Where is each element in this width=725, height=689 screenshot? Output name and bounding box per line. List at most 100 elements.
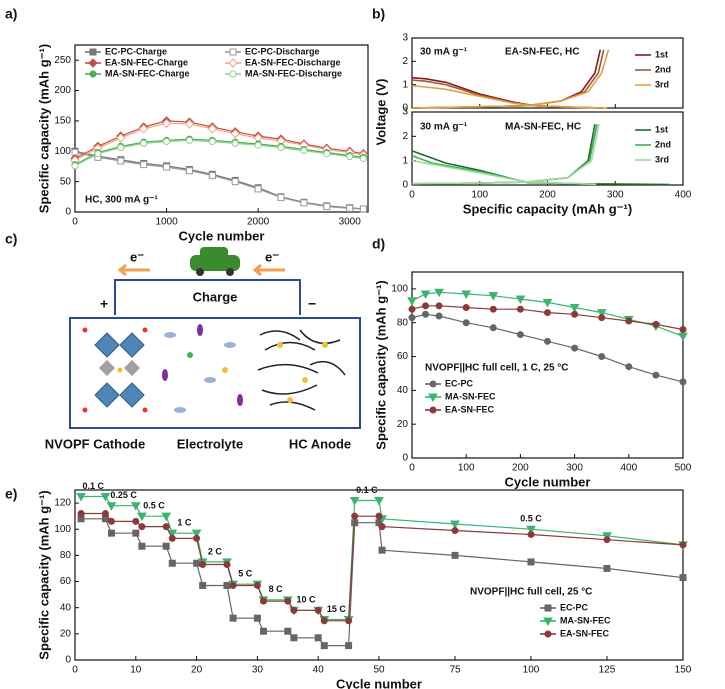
x-tick-label: 0 [72,217,78,228]
marker [603,536,611,544]
x-tick-label: 150 [675,665,692,676]
marker [140,139,148,147]
wheel [196,268,204,276]
marker [193,534,201,542]
series-line [74,151,364,210]
annotation: EA-SN-FEC, HC [505,47,579,58]
panel-label: b) [372,6,385,22]
marker [300,147,308,155]
x-tick-label: 400 [620,463,637,474]
marker [378,523,386,531]
y-axis-label: Specific capacity (mAh g⁻¹) [36,44,51,213]
annotation: 30 mA g⁻¹ [420,122,468,133]
rate-label: 8 C [269,584,284,594]
marker [359,205,367,213]
legend-label: EC-PC-Charge [105,46,167,56]
marker [259,627,267,635]
marker [408,314,416,322]
marker [544,309,551,317]
marker [230,128,240,139]
anode [257,329,346,411]
marker [290,606,298,614]
marker [544,337,551,345]
legend-label: MA-SN-FEC-Discharge [245,68,342,78]
x-tick-label: 50 [373,665,385,676]
marker [277,144,285,152]
marker [229,614,237,622]
x-tick-label: 125 [599,665,616,676]
y-tick-label: 3 [402,107,408,118]
y-tick-label: 0 [402,180,408,191]
marker [89,70,97,78]
y-tick-label: 2 [402,131,408,142]
marker [185,136,193,144]
marker [679,325,687,333]
x-tick-label: 20 [191,665,203,676]
marker [451,551,459,559]
marker [199,561,207,569]
x-tick-label: 40 [313,665,325,676]
marker [434,288,444,298]
y-tick-label: 80 [397,317,409,328]
y-tick-label: 40 [397,385,409,396]
y-tick-label: 20 [397,419,409,430]
marker [107,517,115,525]
x-tick-label: 100 [523,665,540,676]
rate-label: 2 C [208,546,223,556]
x-tick-label: 0 [72,665,78,676]
marker [429,380,437,388]
x-tick-label: 100 [471,190,488,201]
panel-label: a) [5,6,17,22]
marker [253,614,261,622]
rate-label: 1 C [177,518,192,528]
annotation: MA-SN-FEC, HC [505,122,581,133]
marker [544,604,552,612]
marker [259,597,267,605]
legend-label: EC-PC [445,378,474,388]
marker [451,527,459,535]
arrow [117,263,150,277]
marker [488,292,499,301]
x-tick-label: 400 [675,190,692,201]
marker [374,496,384,506]
marker [191,529,202,539]
arrow [252,263,285,277]
marker [106,502,117,511]
y-tick-label: 0 [65,655,71,666]
marker [290,634,298,642]
marker [625,317,633,325]
marker [435,312,443,320]
rate-label: 0.5 C [143,501,165,511]
x-tick-label: 0 [409,190,415,201]
marker [88,58,98,68]
y-tick-label: 0 [402,453,408,464]
marker [101,510,109,518]
marker [359,155,367,163]
marker [542,298,553,308]
electron: e⁻ [265,249,279,264]
marker [625,363,633,371]
marker [199,581,207,589]
marker [314,606,322,614]
marker [117,144,125,152]
x-tick-label: 300 [607,190,624,201]
marker [193,559,201,567]
plot-frame [411,271,684,459]
marker [489,305,497,313]
marker [253,581,261,589]
marker [163,138,171,146]
marker [254,141,262,149]
plot-frame [74,44,369,213]
marker [462,319,470,327]
y-tick-label: 100 [54,524,71,535]
panel-label: c) [5,231,17,247]
wire [114,279,301,315]
marker [526,525,536,535]
marker [527,530,535,538]
marker [223,561,231,569]
marker [323,150,331,158]
marker [435,302,443,310]
legend-label: 1st [655,124,668,134]
marker [429,406,437,414]
